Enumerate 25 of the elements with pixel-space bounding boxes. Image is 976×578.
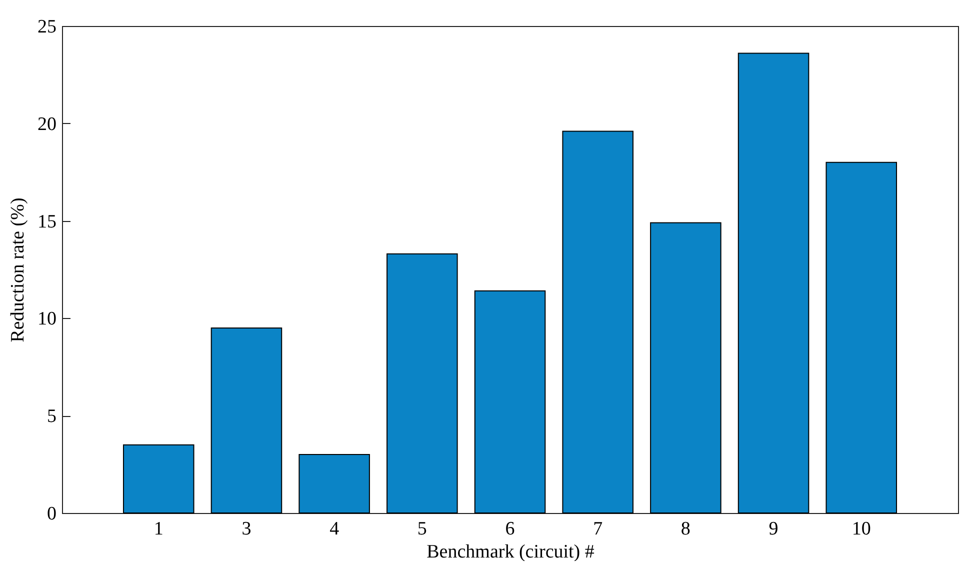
- y-tick-label: 20: [38, 114, 56, 135]
- y-tick-label: 10: [38, 308, 56, 330]
- bar: [298, 454, 370, 514]
- y-tick-label: 15: [38, 211, 56, 232]
- y-tick-label: 0: [47, 504, 56, 524]
- bar: [562, 130, 634, 514]
- bar: [386, 253, 458, 514]
- bar: [826, 162, 898, 514]
- bar: [122, 444, 194, 514]
- x-tick-label: 7: [593, 518, 603, 540]
- x-tick-label: 3: [242, 518, 252, 540]
- bar: [738, 52, 810, 514]
- bar: [650, 222, 722, 514]
- x-tick-label: 9: [768, 518, 778, 540]
- y-tick-label: 25: [38, 16, 56, 38]
- x-tick-label: 8: [680, 518, 690, 540]
- x-tick-label: 1: [154, 518, 164, 540]
- x-tick-label: 10: [852, 518, 871, 540]
- y-tick-label: 5: [47, 406, 56, 428]
- bar: [210, 327, 282, 514]
- x-tick-label: 5: [417, 518, 427, 540]
- y-axis-title: Reduction rate (%): [8, 198, 28, 342]
- x-tick-label: 4: [330, 518, 340, 540]
- x-tick-label: 6: [505, 518, 515, 540]
- bar: [474, 290, 546, 514]
